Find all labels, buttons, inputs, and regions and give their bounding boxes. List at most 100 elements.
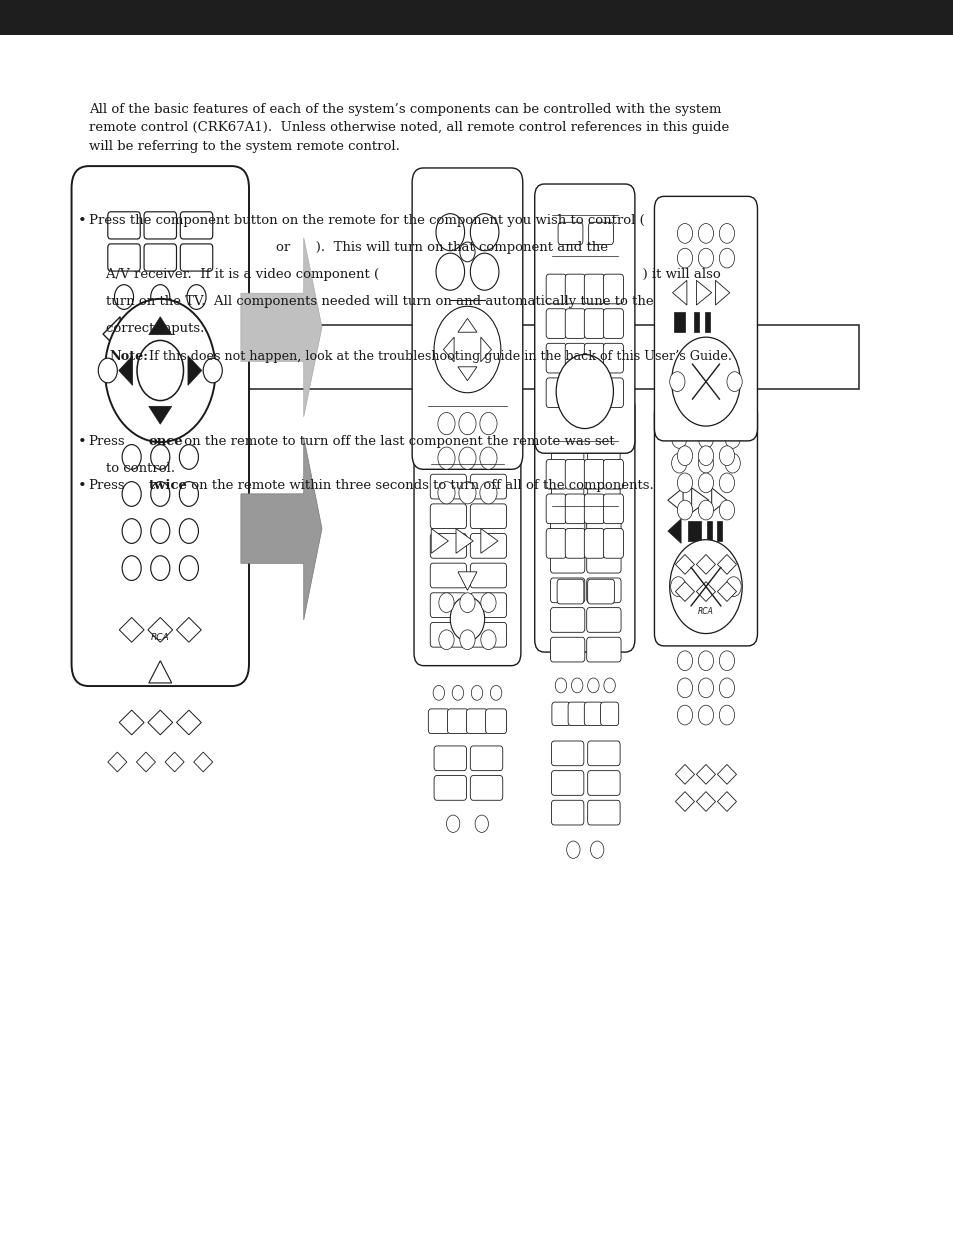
FancyBboxPatch shape	[564, 529, 585, 558]
Circle shape	[151, 519, 170, 543]
FancyBboxPatch shape	[545, 529, 566, 558]
FancyBboxPatch shape	[587, 579, 614, 604]
FancyBboxPatch shape	[557, 579, 583, 604]
Polygon shape	[480, 529, 497, 553]
FancyBboxPatch shape	[707, 521, 711, 541]
FancyBboxPatch shape	[602, 459, 623, 489]
FancyBboxPatch shape	[430, 622, 466, 647]
FancyBboxPatch shape	[583, 529, 604, 558]
FancyBboxPatch shape	[587, 771, 619, 795]
Circle shape	[698, 224, 713, 243]
Circle shape	[698, 500, 713, 520]
Circle shape	[719, 705, 734, 725]
Circle shape	[187, 284, 206, 309]
Polygon shape	[675, 764, 694, 784]
Circle shape	[459, 630, 475, 650]
Circle shape	[671, 337, 740, 426]
Polygon shape	[696, 555, 715, 574]
FancyBboxPatch shape	[144, 212, 176, 240]
FancyBboxPatch shape	[551, 478, 583, 501]
Circle shape	[670, 577, 685, 597]
FancyBboxPatch shape	[431, 410, 465, 433]
FancyBboxPatch shape	[430, 504, 466, 529]
Circle shape	[698, 705, 713, 725]
FancyBboxPatch shape	[470, 622, 506, 647]
FancyBboxPatch shape	[587, 741, 619, 766]
Circle shape	[490, 685, 501, 700]
FancyBboxPatch shape	[602, 378, 623, 408]
Circle shape	[480, 593, 496, 613]
Polygon shape	[480, 337, 491, 362]
FancyBboxPatch shape	[717, 521, 721, 541]
FancyBboxPatch shape	[470, 593, 506, 618]
Circle shape	[719, 500, 734, 520]
Polygon shape	[118, 356, 132, 385]
FancyBboxPatch shape	[583, 494, 604, 524]
Circle shape	[698, 248, 713, 268]
FancyBboxPatch shape	[583, 309, 604, 338]
Polygon shape	[177, 316, 193, 351]
FancyBboxPatch shape	[447, 709, 468, 734]
FancyBboxPatch shape	[602, 309, 623, 338]
FancyBboxPatch shape	[180, 212, 213, 240]
Circle shape	[122, 445, 141, 469]
Circle shape	[677, 248, 692, 268]
Circle shape	[437, 447, 455, 469]
FancyBboxPatch shape	[534, 395, 635, 652]
FancyBboxPatch shape	[588, 222, 613, 245]
FancyBboxPatch shape	[166, 358, 173, 383]
FancyBboxPatch shape	[545, 378, 566, 408]
Polygon shape	[443, 337, 454, 362]
Circle shape	[698, 453, 713, 473]
Polygon shape	[696, 582, 715, 601]
Circle shape	[726, 372, 741, 391]
FancyBboxPatch shape	[587, 451, 619, 474]
FancyBboxPatch shape	[550, 519, 584, 543]
Text: •: •	[77, 435, 86, 448]
Polygon shape	[717, 792, 736, 811]
Circle shape	[458, 412, 476, 435]
Circle shape	[151, 556, 170, 580]
Polygon shape	[240, 437, 321, 620]
FancyBboxPatch shape	[583, 459, 604, 489]
FancyBboxPatch shape	[95, 325, 858, 389]
Polygon shape	[176, 618, 201, 642]
Text: All of the basic features of each of the system’s components can be controlled w: All of the basic features of each of the…	[89, 103, 728, 152]
Polygon shape	[717, 582, 736, 601]
Polygon shape	[717, 764, 736, 784]
FancyBboxPatch shape	[564, 343, 585, 373]
FancyBboxPatch shape	[551, 800, 583, 825]
FancyBboxPatch shape	[550, 578, 584, 603]
FancyBboxPatch shape	[430, 563, 466, 588]
Circle shape	[436, 214, 464, 251]
Circle shape	[671, 453, 686, 473]
Circle shape	[677, 678, 692, 698]
Circle shape	[698, 651, 713, 671]
Circle shape	[151, 284, 170, 309]
Circle shape	[438, 593, 454, 613]
FancyBboxPatch shape	[586, 519, 620, 543]
Circle shape	[719, 248, 734, 268]
Polygon shape	[130, 316, 151, 351]
FancyBboxPatch shape	[564, 494, 585, 524]
Circle shape	[459, 242, 475, 262]
FancyBboxPatch shape	[558, 222, 582, 245]
Circle shape	[587, 678, 598, 693]
FancyBboxPatch shape	[177, 358, 185, 383]
FancyBboxPatch shape	[470, 563, 506, 588]
Circle shape	[122, 519, 141, 543]
FancyBboxPatch shape	[430, 534, 466, 558]
FancyBboxPatch shape	[414, 382, 520, 666]
Circle shape	[459, 593, 475, 613]
Circle shape	[479, 412, 497, 435]
Polygon shape	[457, 319, 476, 332]
FancyBboxPatch shape	[434, 776, 466, 800]
Circle shape	[698, 473, 713, 493]
FancyBboxPatch shape	[564, 274, 585, 304]
Polygon shape	[165, 752, 184, 772]
FancyBboxPatch shape	[471, 437, 505, 461]
Text: RCA: RCA	[698, 608, 713, 616]
Circle shape	[151, 445, 170, 469]
Polygon shape	[240, 237, 321, 417]
Polygon shape	[696, 280, 711, 305]
